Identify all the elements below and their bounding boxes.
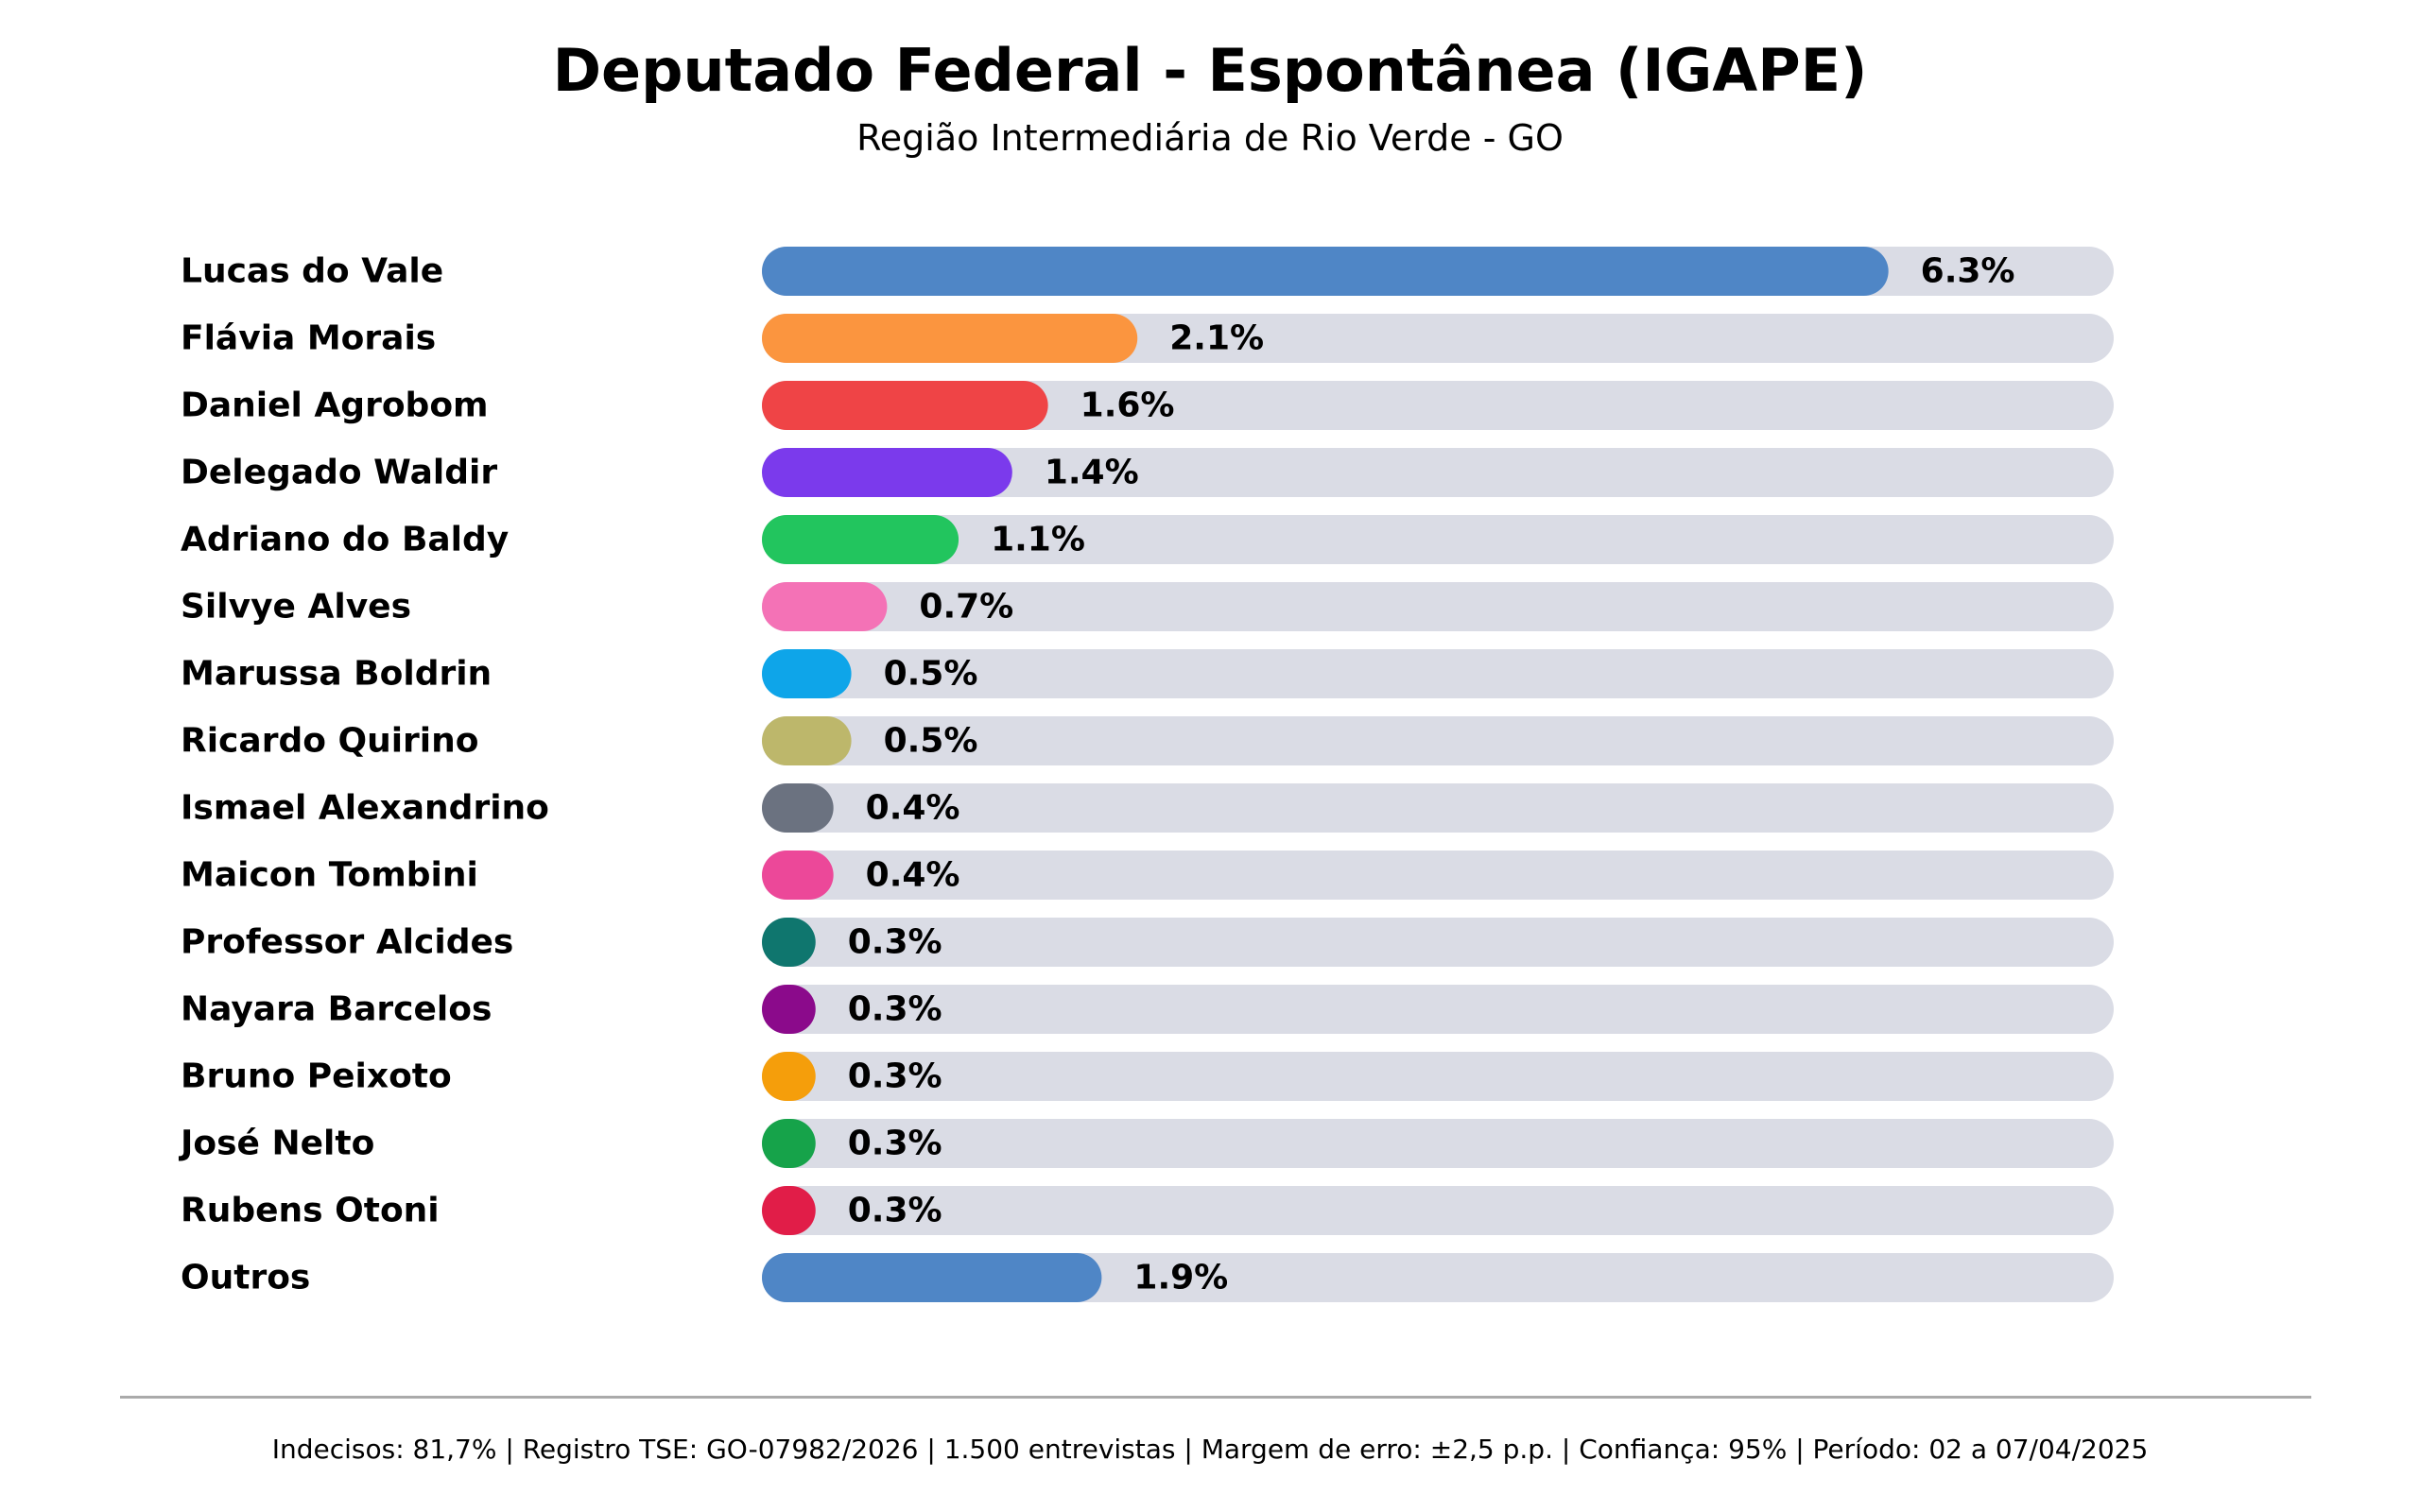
bar (762, 850, 834, 900)
value-label: 0.5% (884, 722, 978, 761)
bar-row: Lucas do Vale 6.3% (181, 247, 2114, 296)
category-label: Professor Alcides (181, 923, 513, 962)
value-label: 2.1% (1169, 319, 1264, 358)
bar-track (762, 1186, 2114, 1235)
value-label: 1.1% (991, 521, 1085, 559)
footer-divider (120, 1396, 2311, 1399)
bar-track (762, 783, 2114, 833)
bar-row: Professor Alcides 0.3% (181, 918, 2114, 967)
category-label: Bruno Peixoto (181, 1057, 452, 1096)
bar-row: José Nelto 0.3% (178, 1119, 2114, 1168)
bar (762, 783, 834, 833)
category-label: Marussa Boldrin (181, 655, 492, 694)
bar-track (762, 985, 2114, 1034)
category-label: Outros (181, 1259, 310, 1297)
bar-row: Delegado Waldir 1.4% (181, 448, 2114, 497)
value-label: 0.7% (919, 588, 1013, 627)
value-label: 0.3% (848, 923, 942, 962)
footer-methodology: Indecisos: 81,7% | Registro TSE: GO-0798… (271, 1434, 2149, 1465)
value-label: 0.4% (866, 856, 960, 895)
bar (762, 1052, 816, 1101)
chart-title: Deputado Federal - Espontânea (IGAPE) (552, 36, 1868, 105)
value-label: 6.3% (1921, 252, 2015, 291)
category-label: Daniel Agrobom (181, 387, 489, 425)
value-label: 0.3% (848, 1192, 942, 1230)
bar-track (762, 649, 2114, 698)
bar-track (762, 448, 2114, 497)
category-label: Silvye Alves (181, 588, 411, 627)
value-label: 0.3% (848, 990, 942, 1029)
category-label: Rubens Otoni (181, 1192, 440, 1230)
bar (762, 649, 852, 698)
value-label: 1.4% (1045, 454, 1139, 492)
bar (762, 1186, 816, 1235)
bar (762, 716, 852, 765)
value-label: 1.6% (1080, 387, 1175, 425)
category-label: Delegado Waldir (181, 454, 497, 492)
category-label: José Nelto (178, 1125, 374, 1163)
value-label: 0.3% (848, 1057, 942, 1096)
category-label: Maicon Tombini (181, 856, 478, 895)
value-label: 0.3% (848, 1125, 942, 1163)
bar-track (762, 716, 2114, 765)
bar (762, 314, 1138, 363)
bar-row: Ricardo Quirino 0.5% (181, 716, 2114, 765)
bar-row: Flávia Morais 2.1% (181, 314, 2114, 363)
bar-row: Nayara Barcelos 0.3% (181, 985, 2114, 1034)
bar-row: Silvye Alves 0.7% (181, 582, 2114, 631)
bar-track (762, 850, 2114, 900)
category-label: Ismael Alexandrino (181, 789, 549, 828)
value-label: 1.9% (1133, 1259, 1228, 1297)
bar-row: Bruno Peixoto 0.3% (181, 1052, 2114, 1101)
bar-track (762, 381, 2114, 430)
bar-track (762, 1052, 2114, 1101)
bar-track (762, 582, 2114, 631)
category-label: Lucas do Vale (181, 252, 443, 291)
bar (762, 1119, 816, 1168)
bar-track (762, 515, 2114, 564)
chart-subtitle: Região Intermediária de Rio Verde - GO (856, 117, 1564, 159)
bar-track (762, 1119, 2114, 1168)
category-label: Nayara Barcelos (181, 990, 492, 1029)
bar-track (762, 918, 2114, 967)
category-label: Flávia Morais (181, 319, 436, 358)
category-label: Adriano do Baldy (181, 521, 509, 559)
bar-row: Daniel Agrobom 1.6% (181, 381, 2114, 430)
bar-row: Outros 1.9% (181, 1253, 2114, 1302)
bar (762, 582, 888, 631)
bar-row: Maicon Tombini 0.4% (181, 850, 2114, 900)
bar-row: Adriano do Baldy 1.1% (181, 515, 2114, 564)
bar-row: Marussa Boldrin 0.5% (181, 649, 2114, 698)
value-label: 0.4% (866, 789, 960, 828)
bar (762, 448, 1012, 497)
bar-track (762, 1253, 2114, 1302)
bar (762, 515, 959, 564)
bar-row: Ismael Alexandrino 0.4% (181, 783, 2114, 833)
value-label: 0.5% (884, 655, 978, 694)
bar (762, 381, 1048, 430)
bar-row: Rubens Otoni 0.3% (181, 1186, 2114, 1235)
bar (762, 918, 816, 967)
bar (762, 247, 1889, 296)
bar (762, 985, 816, 1034)
category-label: Ricardo Quirino (181, 722, 479, 761)
bar (762, 1253, 1102, 1302)
